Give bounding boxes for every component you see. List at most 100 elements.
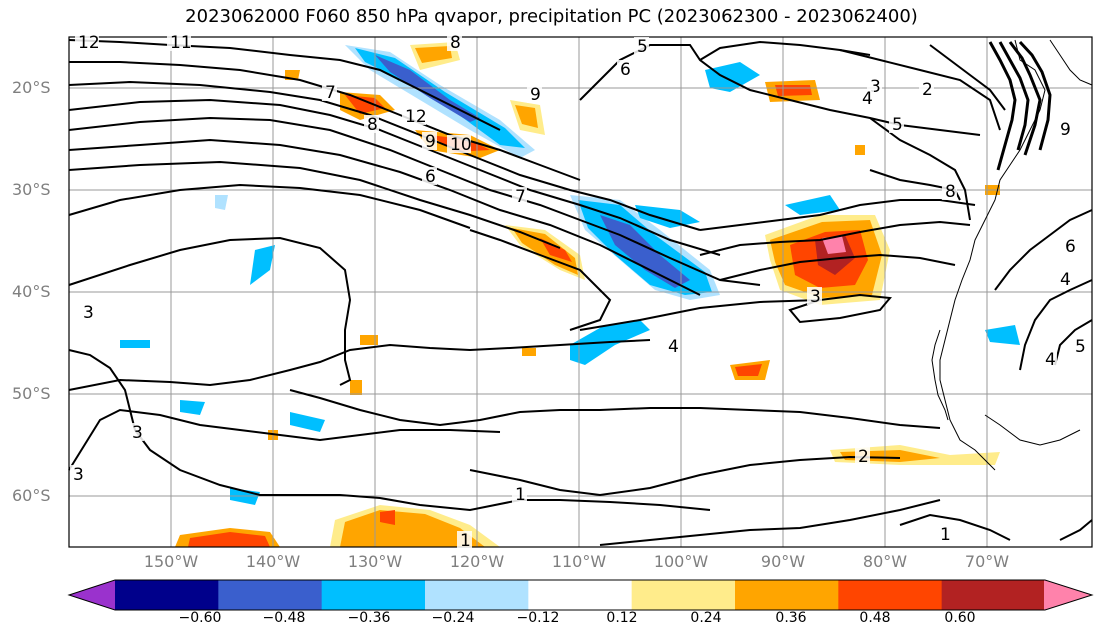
contour-label: 1	[460, 531, 471, 551]
contour-label-bg	[512, 187, 527, 205]
qvapor-contours	[68, 39, 1093, 546]
precip-shading	[120, 42, 1020, 547]
contour-label-bg	[937, 525, 952, 543]
colorbar	[67, 579, 1094, 611]
contour-label: 5	[892, 115, 903, 135]
contour-label-bg	[1062, 237, 1077, 255]
lon-label-90w: 90°W	[760, 552, 806, 571]
contour-label-bg	[322, 83, 337, 101]
contour-label-bg	[855, 447, 870, 465]
colorbar-segment	[631, 580, 736, 610]
contour-label-bg	[447, 33, 462, 51]
contour-label: 9	[530, 85, 541, 105]
contour-label-bg	[364, 115, 379, 133]
contour-label-bg	[422, 132, 437, 150]
lon-label-150w: 150°W	[143, 552, 199, 571]
contour-label: 4	[1060, 270, 1071, 290]
lat-label-40s: 40°S	[12, 282, 51, 301]
lon-label-120w: 120°W	[449, 552, 505, 571]
contour-label-bg	[527, 85, 542, 103]
colorbar-segment	[838, 580, 943, 610]
lon-label-110w: 110°W	[551, 552, 607, 571]
colorbar-tick-label: 0.36	[775, 610, 807, 626]
contour-label-bg	[447, 135, 471, 153]
contour-label: 2	[922, 80, 933, 100]
contour-label-bg	[70, 465, 85, 483]
colorbar-tick-label: 0.12	[606, 610, 638, 626]
contour-label-bg	[167, 33, 191, 51]
contour-label: 9	[1060, 120, 1071, 140]
contour-label: 9	[425, 132, 436, 152]
colorbar-tick-label: −0.48	[262, 610, 306, 626]
lon-label-80w: 80°W	[862, 552, 908, 571]
lon-label-130w: 130°W	[347, 552, 403, 571]
colorbar-tick-label: −0.36	[347, 610, 391, 626]
map-frame	[68, 36, 1093, 548]
contour-label-bg	[1057, 270, 1072, 288]
contour-label: 6	[620, 60, 631, 80]
colorbar-min-extend	[69, 580, 116, 610]
contour-label-bg	[617, 60, 632, 78]
contour-label: 3	[83, 303, 94, 323]
contour-label: 10	[450, 135, 472, 155]
contour-label-bg	[1042, 350, 1057, 368]
contour-label-bg	[807, 287, 822, 305]
contour-label-bg	[129, 423, 144, 441]
contour-label-bg	[80, 303, 95, 321]
contour-label: 2	[858, 447, 869, 467]
colorbar-segment	[735, 580, 839, 610]
contour-label-bg	[457, 531, 472, 549]
colorbar-segment	[425, 580, 529, 610]
map-title: 2023062000 F060 850 hPa qvapor, precipit…	[185, 6, 918, 27]
colorbar-tick-label: −0.12	[516, 610, 560, 626]
andes-contour-cluster	[988, 40, 1052, 171]
lat-label-30s: 30°S	[12, 180, 51, 199]
contour-label: 6	[1065, 237, 1076, 257]
contour-label-bg	[1057, 120, 1072, 138]
lon-label-140w: 140°W	[245, 552, 301, 571]
contour-label: 1	[940, 525, 951, 545]
contour-label-bg	[942, 182, 957, 200]
contour-label: 5	[1075, 337, 1086, 357]
colorbar-segment	[941, 580, 1046, 610]
contour-label-bg	[422, 167, 437, 185]
colorbar-outline	[67, 579, 1094, 611]
contour-label-bg	[75, 33, 99, 51]
contour-label: 1	[515, 485, 526, 505]
contour-label: 3	[73, 465, 84, 485]
contour-label: 8	[450, 33, 461, 53]
contour-label-bg	[634, 37, 649, 55]
colorbar-segment	[528, 580, 633, 610]
contour-label: 7	[325, 83, 336, 103]
contour-label: 4	[668, 337, 679, 357]
lon-label-70w: 70°W	[964, 552, 1010, 571]
coastline	[931, 39, 1093, 471]
colorbar-segment	[321, 580, 426, 610]
lat-label-50s: 50°S	[12, 384, 51, 403]
contour-label-bg	[859, 89, 874, 107]
contour-label: 8	[367, 115, 378, 135]
contour-label: 12	[78, 33, 100, 53]
colorbar-tick-label: 0.24	[690, 610, 722, 626]
contour-label: 3	[870, 77, 881, 97]
contour-label: 11	[170, 33, 192, 53]
contour-label-bg	[402, 107, 426, 125]
colorbar-segment	[218, 580, 323, 610]
contour-label: 4	[1045, 350, 1056, 370]
contour-label: 6	[425, 167, 436, 187]
contour-label: 4	[862, 89, 873, 109]
colorbar-tick-label: 0.48	[859, 610, 891, 626]
contour-label: 5	[637, 37, 648, 57]
lat-label-20s: 20°S	[12, 78, 51, 97]
contour-label-bg	[919, 80, 934, 98]
colorbar-max-extend	[1044, 580, 1092, 610]
contour-label: 7	[515, 187, 526, 207]
contour-label: 3	[132, 423, 143, 443]
contour-label: 12	[405, 107, 427, 127]
lat-label-60s: 60°S	[12, 486, 51, 505]
contour-label: 3	[810, 287, 821, 307]
contour-label-bg	[1072, 337, 1087, 355]
colorbar-segment	[115, 580, 219, 610]
